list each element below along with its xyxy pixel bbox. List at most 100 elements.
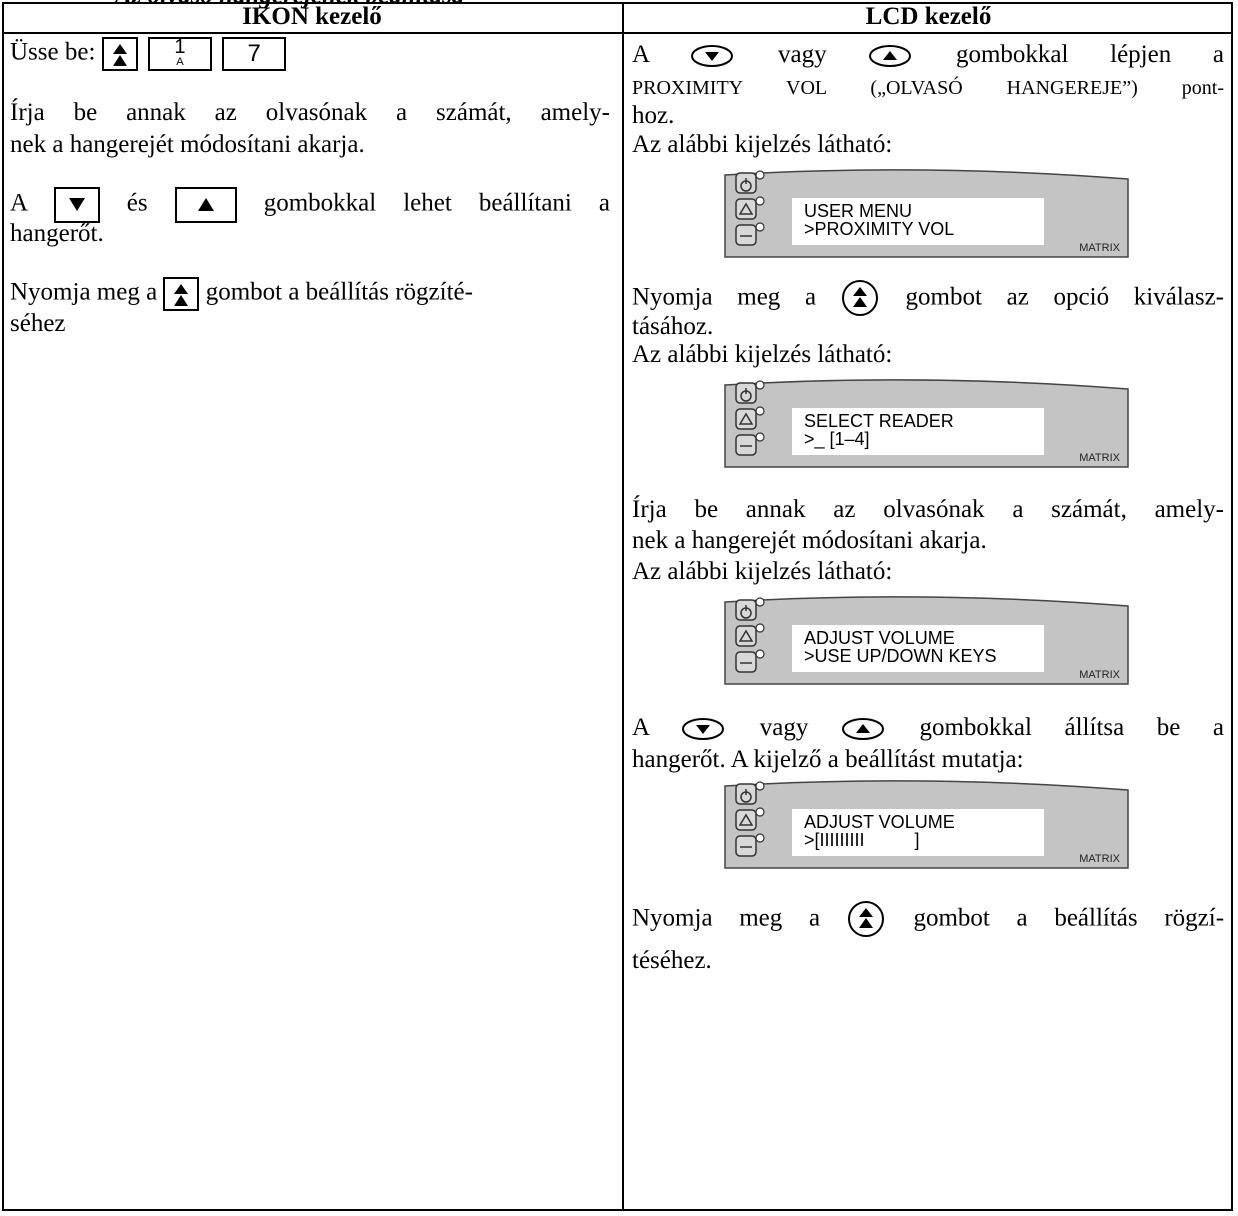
icon: [174, 284, 189, 306]
lcd-screen: [792, 408, 1044, 455]
text-line: Az alábbi kijelzés látható:: [632, 558, 893, 585]
text-line: Nyomja meg a gombot a beállítás rögzí-: [632, 900, 1225, 937]
lcd-brand: MATRIX: [1079, 452, 1120, 464]
text-line: téséhez.: [632, 947, 712, 974]
text-line: PROXIMITY VOL („OLVASÓ HANGEREJE”) pont-: [632, 72, 1224, 102]
lcd-text: >[IIIIIIIII ]: [804, 830, 920, 850]
button-up: [869, 45, 912, 68]
lcd-button-glyph: [740, 388, 752, 402]
lcd-button-led: [755, 623, 765, 633]
lcd-text: >_ [1–4]: [804, 429, 870, 450]
text-line: hangerőt. A kijelző a beállítást mutatja…: [632, 746, 1024, 773]
key-7: 7: [222, 37, 287, 71]
text-line: nek a hangerejét módosítani akarja.: [632, 527, 987, 554]
text-line: A vagy gombokkal állítsa be a: [632, 713, 1224, 743]
lcd-button-led: [755, 597, 765, 607]
text: Nyomja meg a: [10, 278, 158, 306]
key-down: [53, 187, 100, 223]
button-down: [682, 718, 725, 741]
lcd-panel: ADJUST VOLUME>USE UP/DOWN KEYS MATRIX: [724, 596, 1129, 685]
text: PROXIMITY VOL („OLVASÓ HANGEREJE”) pont-: [632, 77, 1224, 99]
lcd-text: ADJUST VOLUME: [804, 628, 955, 648]
text: A: [10, 189, 27, 217]
lcd-panel: USER MENU>PROXIMITY VOL MATRIX: [724, 169, 1129, 258]
lcd-button-led: [755, 781, 765, 791]
icon: [112, 44, 127, 66]
text-line: hoz.: [632, 102, 675, 129]
icon: [68, 198, 85, 211]
button-enter: [841, 280, 878, 316]
column-header: LCD kezelő: [865, 3, 992, 30]
text-line: tásához.: [632, 313, 714, 340]
lcd-button: [735, 408, 757, 430]
text: gombokkal állítsa be a: [919, 714, 1225, 741]
lcd-button: [735, 625, 757, 647]
lcd-button-glyph: [738, 412, 754, 425]
lcd-button-led: [755, 196, 765, 206]
lcd-button-led: [755, 380, 765, 390]
text: A: [632, 41, 649, 68]
lcd-button-led: [755, 406, 765, 416]
lcd-text: >USE UP/DOWN KEYS: [804, 646, 997, 666]
lcd-button: [735, 224, 757, 246]
lcd-button-led: [755, 170, 765, 180]
text-line: séhez: [10, 310, 66, 337]
lcd-screen: [792, 809, 1044, 856]
text-line: A vagy gombokkal lépjen a: [632, 40, 1224, 70]
lcd-button-glyph: [738, 629, 754, 642]
text: gombot a beállítás rögzí-: [913, 904, 1225, 932]
lcd-text: SELECT READER: [804, 411, 954, 431]
lcd-text: ADJUST VOLUME: [804, 812, 955, 832]
text: A: [632, 714, 649, 741]
icon: [197, 198, 214, 211]
text: gombokkal lépjen a: [955, 41, 1224, 68]
lcd-text: USER MENU: [804, 201, 912, 221]
lcd-display: USER MENU >PROXIMITY VOL MATRIX: [722, 165, 1132, 260]
button-down: [691, 45, 734, 68]
text: vagy: [778, 41, 827, 68]
section-title: Az olvasó hangerejének beállítása: [115, 0, 464, 10]
text: gombot az opció kiválasz-: [905, 283, 1225, 311]
lcd-button-glyph: [740, 178, 752, 192]
text-line: Nyomja meg a gombot az opció kiválasz-: [632, 279, 1225, 316]
lcd-button-led: [755, 649, 765, 659]
text: és: [126, 189, 148, 217]
text: vagy: [759, 714, 809, 741]
lcd-panel: SELECT READER>_ [1–4] MATRIX: [724, 379, 1129, 468]
key-enter: [163, 277, 200, 311]
text: Üsse be:: [10, 38, 96, 66]
lcd-screen: [792, 625, 1044, 672]
lcd-button: [735, 809, 757, 831]
lcd-button-led: [755, 833, 765, 843]
text-line: hangerőt.: [10, 220, 104, 247]
text: Nyomja meg a: [632, 904, 821, 932]
key-enter: [101, 37, 138, 71]
lcd-brand: MATRIX: [1079, 853, 1120, 865]
text-line: nek a hangerejét módosítani akarja.: [10, 131, 365, 158]
lcd-button-led: [755, 807, 765, 817]
lcd-button: [735, 835, 757, 857]
lcd-display: ADJUST VOLUME >[IIIIIIIII ] MATRIX: [722, 776, 1132, 871]
lcd-button: [735, 198, 757, 220]
lcd-display: SELECT READER >_ [1–4] MATRIX: [722, 375, 1132, 470]
lcd-button-led: [755, 222, 765, 232]
text-line: Írja be annak az olvasónak a számát, ame…: [632, 496, 1224, 523]
lcd-button-glyph: [738, 202, 754, 215]
text-line: Írja be annak az olvasónak a számát, ame…: [10, 99, 610, 126]
text-line: Az alábbi kijelzés látható:: [632, 341, 893, 368]
lcd-button: [735, 651, 757, 673]
lcd-button-led: [755, 432, 765, 442]
column-header: IKON kezelő: [242, 3, 382, 30]
text: gombot a beállítás rögzíté-: [205, 278, 473, 306]
text: gombokkal lehet beállítani a: [263, 189, 611, 217]
key-label: 1: [174, 36, 186, 58]
text: Nyomja meg a: [632, 283, 817, 311]
text-line: A és gombokkal lehet beállítani a: [10, 187, 611, 223]
text-line: Nyomja meg a gombot a beállítás rögzíté-: [10, 277, 473, 311]
lcd-panel: ADJUST VOLUME>[IIIIIIIII ] MATRIX: [724, 780, 1129, 869]
lcd-brand: MATRIX: [1079, 242, 1120, 254]
lcd-display: ADJUST VOLUME >USE UP/DOWN KEYS MATRIX: [722, 592, 1132, 687]
